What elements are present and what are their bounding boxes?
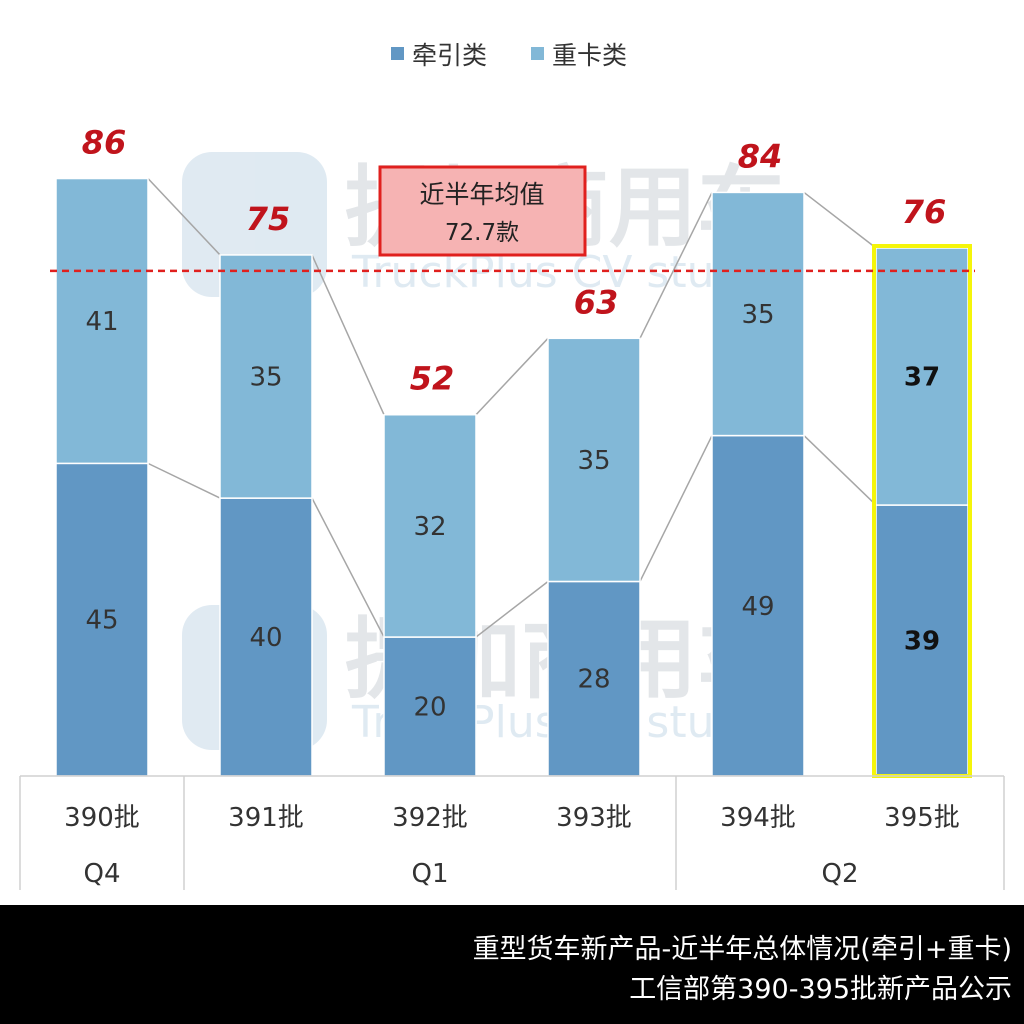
total-value-label: 75 bbox=[246, 200, 291, 238]
segment-value-label: 20 bbox=[413, 693, 446, 723]
segment-value-label: 35 bbox=[741, 300, 774, 330]
footer-title: 重型货车新产品-近半年总体情况(牵引+重卡) bbox=[472, 934, 1012, 965]
segment-value-label: 41 bbox=[85, 307, 118, 337]
segment-value-label: 40 bbox=[249, 623, 282, 653]
group-label: Q1 bbox=[411, 859, 448, 889]
total-labels: 86 75 52 63 84 76 bbox=[82, 124, 947, 398]
segment-value-label: 32 bbox=[413, 512, 446, 542]
bar-segment bbox=[875, 504, 969, 777]
connector-line bbox=[803, 435, 877, 506]
footer: 重型货车新产品-近半年总体情况(牵引+重卡) 工信部第390-395批新产品公示 bbox=[0, 905, 1024, 1024]
stacked-bar-chart: 提加商用车 TruckPlus CV studio 提加商用车 TruckPlu… bbox=[19, 41, 1005, 890]
bar-segment bbox=[219, 254, 313, 499]
connector-line bbox=[803, 191, 877, 249]
total-value-label: 63 bbox=[574, 283, 619, 321]
group-label: Q4 bbox=[83, 859, 120, 889]
total-value-label: 52 bbox=[410, 360, 455, 398]
bar-segment bbox=[711, 434, 805, 777]
segment-value-label: 37 bbox=[904, 363, 940, 393]
segment-value-label: 28 bbox=[577, 665, 610, 695]
total-value-label: 76 bbox=[902, 193, 947, 231]
segment-value-label: 39 bbox=[904, 627, 940, 657]
bar-segment bbox=[547, 337, 641, 583]
bar-segment bbox=[55, 177, 149, 465]
category-axis: 390批 391批 392批 393批 394批 395批 Q4 Q1 Q2 bbox=[19, 775, 1005, 890]
legend-label-series-2: 重卡类 bbox=[552, 41, 627, 70]
x-tick-label: 391批 bbox=[228, 803, 304, 833]
segment-value-label: 49 bbox=[741, 592, 774, 622]
connector-lines bbox=[147, 178, 877, 638]
connector-line bbox=[147, 462, 221, 499]
bars bbox=[55, 177, 969, 777]
connector-line bbox=[639, 435, 713, 582]
connector-line bbox=[475, 337, 549, 416]
segment-value-label: 45 bbox=[85, 606, 118, 636]
legend-label-series-1: 牵引类 bbox=[412, 41, 487, 70]
x-tick-label: 392批 bbox=[392, 803, 468, 833]
average-annotation-value: 72.7款 bbox=[445, 220, 519, 246]
average-annotation-box bbox=[378, 165, 587, 257]
x-tick-label: 394批 bbox=[720, 803, 796, 833]
total-value-label: 84 bbox=[738, 137, 783, 175]
average-annotation: 近半年均值 72.7款 bbox=[378, 165, 587, 257]
segment-value-label: 35 bbox=[249, 363, 282, 393]
connector-line bbox=[639, 192, 713, 339]
x-tick-label: 390批 bbox=[64, 803, 140, 833]
bar-segment bbox=[383, 413, 477, 638]
bar-segment bbox=[547, 580, 641, 777]
legend-swatch-series-1 bbox=[391, 47, 404, 60]
bar-segment bbox=[55, 462, 149, 777]
group-label: Q2 bbox=[821, 859, 858, 889]
total-value-label: 86 bbox=[82, 124, 127, 162]
footer-source: 工信部第390-395批新产品公示 bbox=[629, 974, 1012, 1005]
connector-line bbox=[311, 497, 385, 638]
legend: 牵引类 重卡类 bbox=[391, 41, 627, 70]
connector-line bbox=[475, 580, 549, 638]
x-tick-label: 393批 bbox=[556, 803, 632, 833]
legend-swatch-series-2 bbox=[531, 47, 544, 60]
connector-line bbox=[311, 254, 385, 416]
connector-line bbox=[147, 178, 221, 256]
x-tick-label: 395批 bbox=[884, 803, 960, 833]
segment-labels: 45 41 40 35 20 32 28 35 49 35 39 37 bbox=[85, 300, 940, 723]
segment-value-label: 35 bbox=[577, 446, 610, 476]
bar-segment bbox=[711, 191, 805, 437]
average-annotation-label: 近半年均值 bbox=[419, 180, 544, 209]
